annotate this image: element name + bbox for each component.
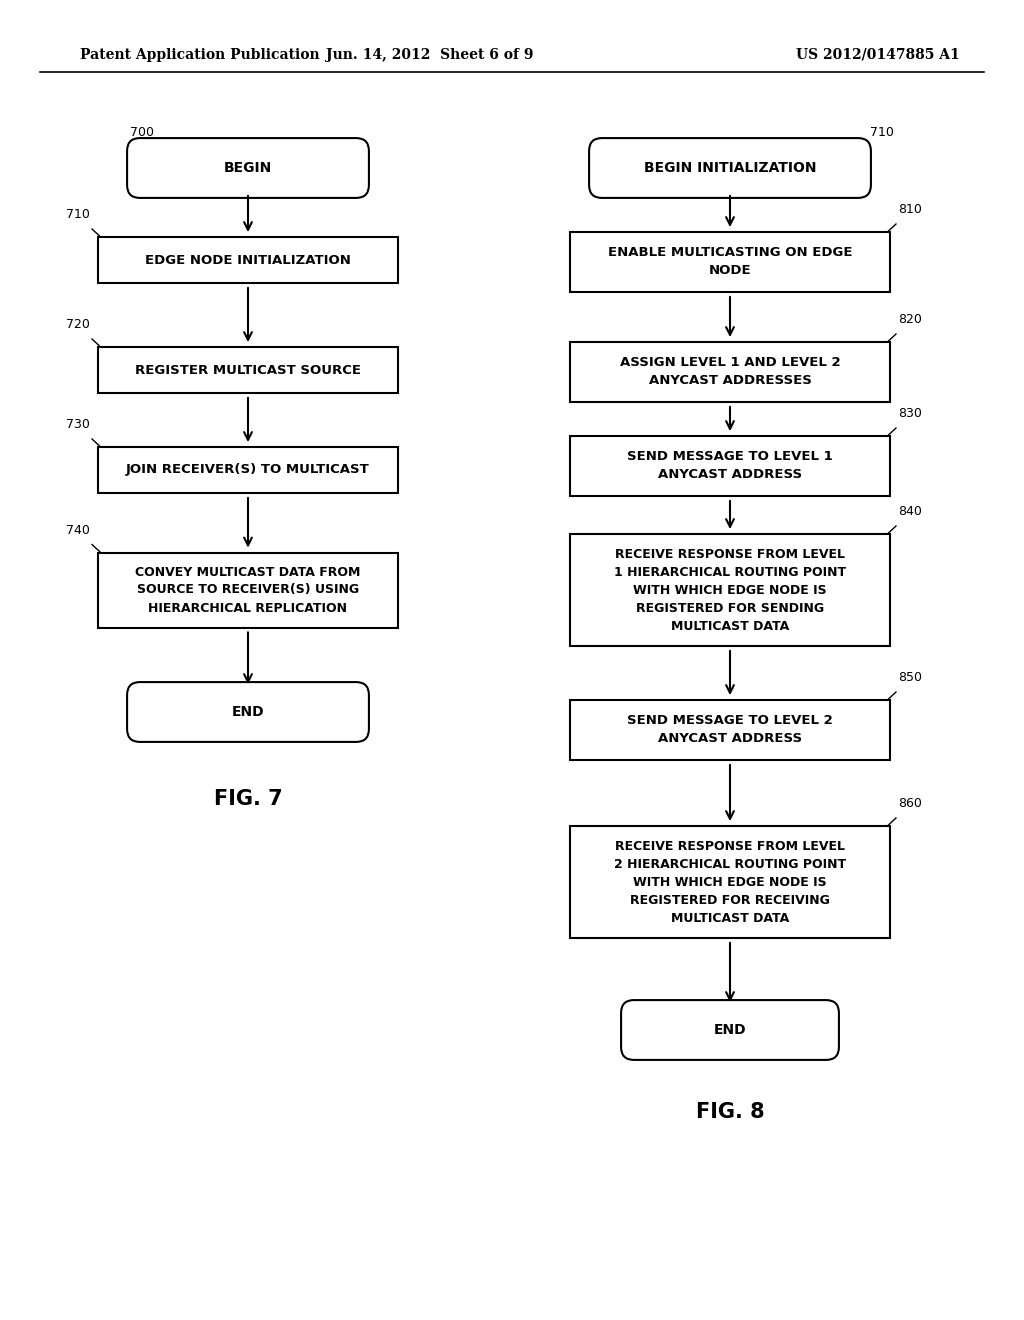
Text: 710: 710 (870, 127, 894, 140)
Text: END: END (231, 705, 264, 719)
Text: 820: 820 (898, 313, 922, 326)
Text: 730: 730 (67, 418, 90, 432)
Text: RECEIVE RESPONSE FROM LEVEL
2 HIERARCHICAL ROUTING POINT
WITH WHICH EDGE NODE IS: RECEIVE RESPONSE FROM LEVEL 2 HIERARCHIC… (614, 840, 846, 924)
Bar (570, 700, 890, 760)
Text: RECEIVE RESPONSE FROM LEVEL
1 HIERARCHICAL ROUTING POINT
WITH WHICH EDGE NODE IS: RECEIVE RESPONSE FROM LEVEL 1 HIERARCHIC… (614, 548, 846, 632)
Text: 710: 710 (67, 209, 90, 220)
FancyBboxPatch shape (127, 682, 369, 742)
Text: BEGIN: BEGIN (224, 161, 272, 176)
Text: SEND MESSAGE TO LEVEL 2
ANYCAST ADDRESS: SEND MESSAGE TO LEVEL 2 ANYCAST ADDRESS (627, 714, 833, 746)
Text: 850: 850 (898, 671, 922, 684)
Text: 700: 700 (130, 127, 154, 140)
Text: EDGE NODE INITIALIZATION: EDGE NODE INITIALIZATION (145, 253, 351, 267)
Text: 830: 830 (898, 407, 922, 420)
Bar (570, 342, 890, 403)
Bar (570, 232, 890, 292)
Text: FIG. 8: FIG. 8 (695, 1102, 764, 1122)
Text: US 2012/0147885 A1: US 2012/0147885 A1 (797, 48, 961, 62)
Text: BEGIN INITIALIZATION: BEGIN INITIALIZATION (644, 161, 816, 176)
Text: 860: 860 (898, 797, 922, 810)
Bar (570, 535, 890, 645)
Bar (98, 447, 398, 492)
Bar (570, 436, 890, 496)
Text: JOIN RECEIVER(S) TO MULTICAST: JOIN RECEIVER(S) TO MULTICAST (126, 463, 370, 477)
Text: 720: 720 (67, 318, 90, 331)
FancyBboxPatch shape (622, 1001, 839, 1060)
Text: FIG. 7: FIG. 7 (214, 789, 283, 809)
Text: 740: 740 (67, 524, 90, 536)
Text: Jun. 14, 2012  Sheet 6 of 9: Jun. 14, 2012 Sheet 6 of 9 (327, 48, 534, 62)
Text: CONVEY MULTICAST DATA FROM
SOURCE TO RECEIVER(S) USING
HIERARCHICAL REPLICATION: CONVEY MULTICAST DATA FROM SOURCE TO REC… (135, 565, 360, 615)
Text: 840: 840 (898, 506, 922, 517)
FancyBboxPatch shape (589, 139, 871, 198)
Text: SEND MESSAGE TO LEVEL 1
ANYCAST ADDRESS: SEND MESSAGE TO LEVEL 1 ANYCAST ADDRESS (627, 450, 833, 482)
Bar (98, 347, 398, 393)
Text: ENABLE MULTICASTING ON EDGE
NODE: ENABLE MULTICASTING ON EDGE NODE (608, 247, 852, 277)
FancyBboxPatch shape (127, 139, 369, 198)
Bar (570, 826, 890, 939)
Text: REGISTER MULTICAST SOURCE: REGISTER MULTICAST SOURCE (135, 363, 361, 376)
Text: Patent Application Publication: Patent Application Publication (80, 48, 319, 62)
Bar (98, 553, 398, 627)
Text: 810: 810 (898, 203, 922, 216)
Text: END: END (714, 1023, 746, 1038)
Bar (98, 238, 398, 282)
Text: ASSIGN LEVEL 1 AND LEVEL 2
ANYCAST ADDRESSES: ASSIGN LEVEL 1 AND LEVEL 2 ANYCAST ADDRE… (620, 356, 841, 388)
